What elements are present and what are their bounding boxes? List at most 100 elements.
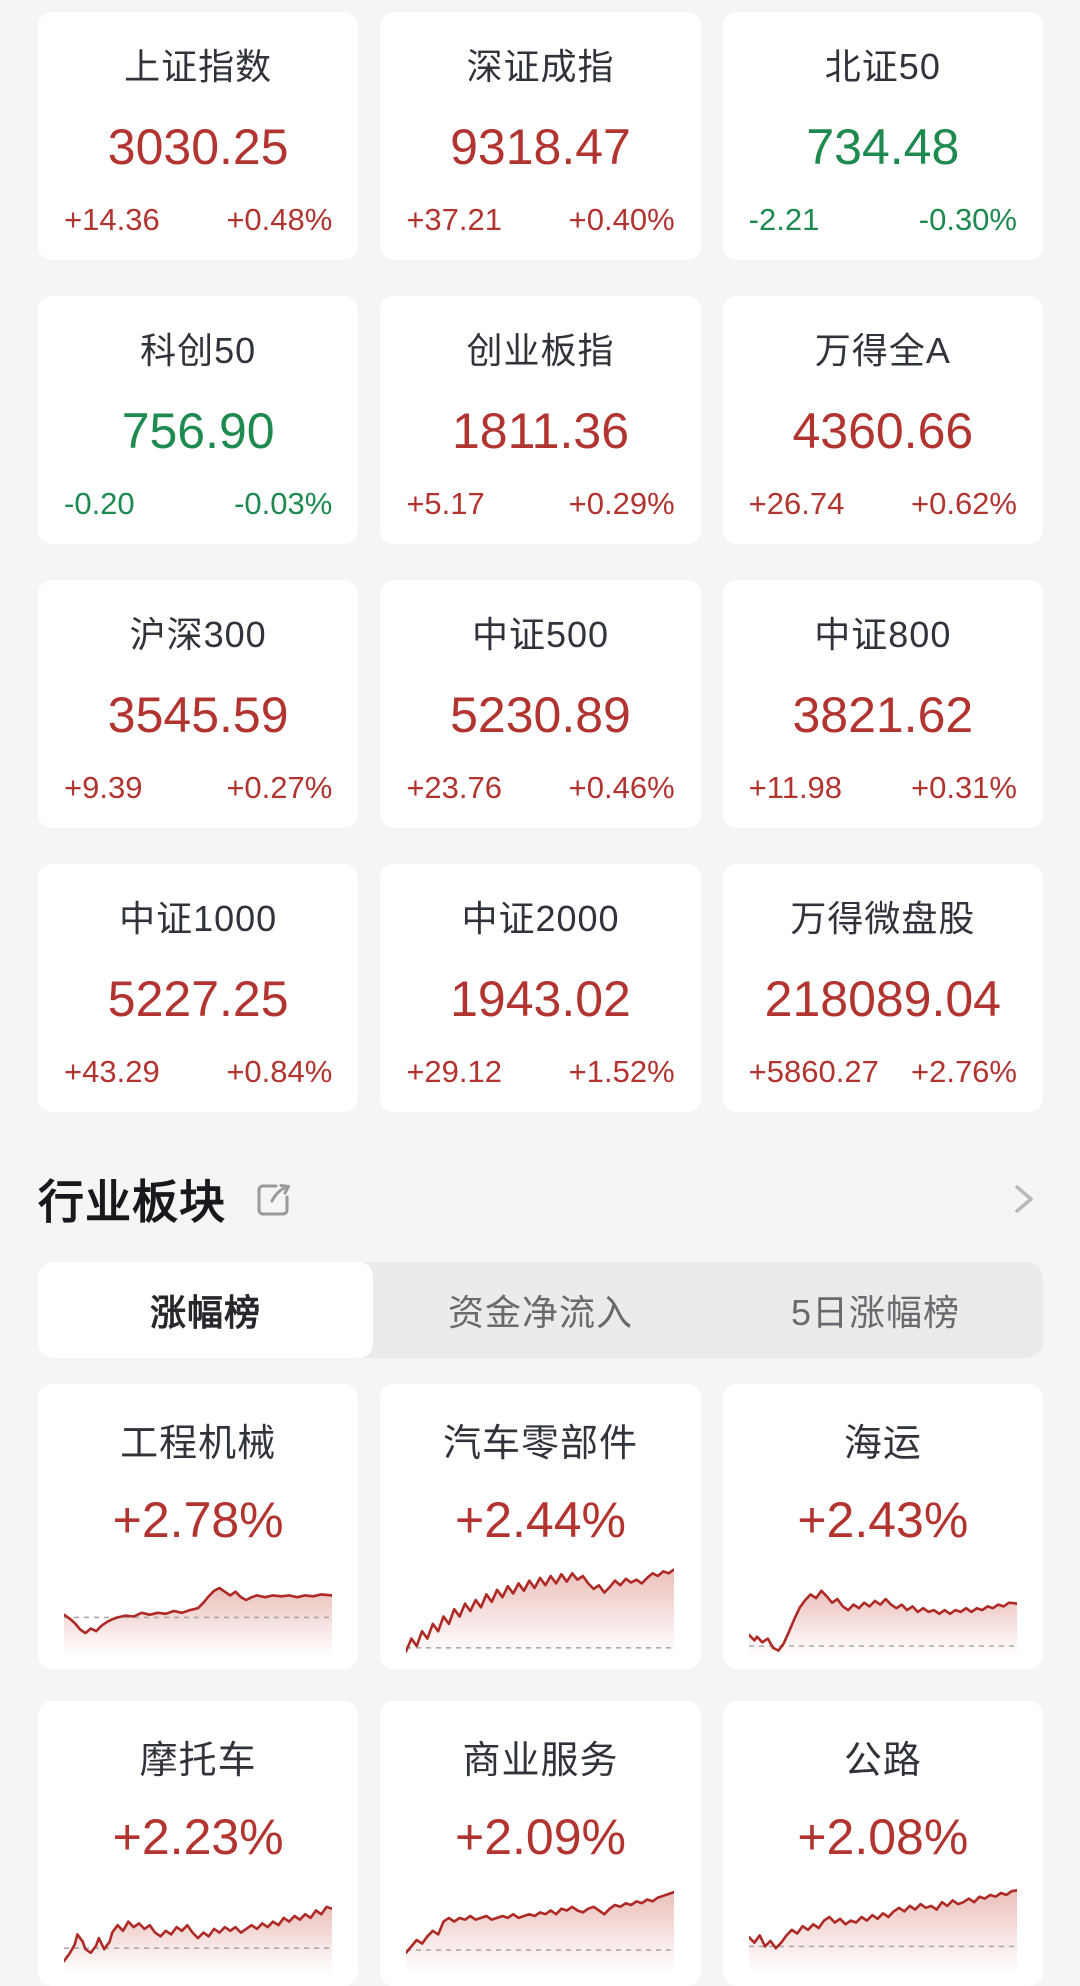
index-card[interactable]: 中证500 5230.89 +23.76 +0.46%	[380, 580, 701, 828]
index-card[interactable]: 中证2000 1943.02 +29.12 +1.52%	[380, 864, 701, 1112]
index-change-pct: +0.40%	[568, 202, 675, 237]
sector-mini-chart	[748, 1565, 1017, 1657]
sector-section-header: 行业板块	[38, 1164, 1043, 1234]
index-name: 上证指数	[124, 46, 273, 87]
index-card[interactable]: 创业板指 1811.36 +5.17 +0.29%	[380, 296, 701, 544]
index-name: 中证2000	[461, 898, 620, 939]
index-change: +5860.27	[748, 1054, 879, 1089]
tab-5day-gainers[interactable]: 5日涨幅榜	[790, 1292, 961, 1333]
sector-change-pct: +2.44%	[455, 1492, 626, 1548]
tab-net-inflow[interactable]: 资金净流入	[447, 1292, 633, 1333]
index-name: 创业板指	[466, 330, 615, 371]
index-change-row: +37.21 +0.40%	[406, 202, 674, 238]
index-name: 中证800	[814, 614, 952, 655]
index-change: -2.21	[748, 202, 820, 237]
index-change-row: +9.39 +0.27%	[64, 770, 332, 806]
sector-mini-chart	[406, 1882, 675, 1974]
index-change-pct: +0.48%	[226, 202, 333, 237]
index-change-pct: -0.30%	[918, 202, 1017, 237]
index-card[interactable]: 万得微盘股 218089.04 +5860.27 +2.76%	[722, 864, 1043, 1112]
sector-mini-chart	[64, 1882, 333, 1974]
index-change: +37.21	[406, 202, 503, 237]
index-change-row: +5.17 +0.29%	[406, 486, 674, 522]
index-change-row: -2.21 -0.30%	[749, 202, 1017, 238]
index-value: 734.48	[806, 119, 960, 175]
index-card[interactable]: 科创50 756.90 -0.20 -0.03%	[38, 296, 359, 544]
index-value: 9318.47	[450, 119, 631, 175]
index-change: +9.39	[64, 770, 143, 805]
index-change-row: +14.36 +0.48%	[64, 202, 332, 238]
index-change: +5.17	[406, 486, 485, 521]
index-change: +23.76	[406, 770, 503, 805]
index-change: +43.29	[64, 1054, 160, 1089]
index-change-row: +26.74 +0.62%	[749, 486, 1017, 522]
index-name: 深证成指	[466, 46, 615, 87]
sector-mini-chart	[64, 1565, 333, 1657]
index-value: 3030.25	[107, 119, 289, 175]
index-change-pct: -0.03%	[234, 486, 333, 521]
index-card[interactable]: 万得全A 4360.66 +26.74 +0.62%	[722, 296, 1043, 544]
index-name: 科创50	[140, 330, 257, 371]
index-name: 北证50	[824, 46, 941, 87]
sector-change-pct: +2.78%	[112, 1492, 284, 1548]
sector-card[interactable]: 商业服务 +2.09%	[380, 1701, 701, 1986]
index-value: 756.90	[121, 403, 275, 459]
sector-change-pct: +2.43%	[797, 1492, 969, 1548]
tab-gainers[interactable]: 涨幅榜	[38, 1262, 373, 1358]
index-change-row: +23.76 +0.46%	[406, 770, 674, 806]
index-card[interactable]: 沪深300 3545.59 +9.39 +0.27%	[38, 580, 359, 828]
sector-change-pct: +2.23%	[112, 1809, 284, 1865]
index-change: +26.74	[748, 486, 845, 521]
index-change-row: +11.98 +0.31%	[749, 770, 1017, 806]
index-card-grid: 上证指数 3030.25 +14.36 +0.48% 深证成指 9318.47 …	[38, 12, 1043, 1112]
share-icon[interactable]	[252, 1177, 296, 1221]
index-card[interactable]: 北证50 734.48 -2.21 -0.30%	[722, 12, 1043, 260]
index-change-pct: +0.46%	[568, 770, 675, 805]
index-change: +11.98	[748, 770, 843, 805]
index-name: 万得全A	[814, 330, 951, 371]
sector-name: 摩托车	[139, 1740, 257, 1782]
index-change: +29.12	[406, 1054, 503, 1089]
index-change-pct: +0.84%	[226, 1054, 333, 1089]
index-value: 4360.66	[792, 403, 974, 459]
index-change-row: +29.12 +1.52%	[406, 1054, 674, 1090]
sector-card-grid: 工程机械 +2.78% 汽车零部件 +2.44% 海运 +2.43% 摩托车 +…	[38, 1384, 1043, 1986]
index-value: 1943.02	[450, 971, 631, 1027]
sector-card[interactable]: 公路 +2.08%	[722, 1701, 1043, 1986]
sector-card[interactable]: 汽车零部件 +2.44%	[380, 1384, 701, 1669]
sector-name: 公路	[843, 1740, 922, 1782]
sector-name: 工程机械	[120, 1423, 277, 1465]
index-change-row: +43.29 +0.84%	[64, 1054, 332, 1090]
index-card[interactable]: 上证指数 3030.25 +14.36 +0.48%	[38, 12, 359, 260]
sector-change-pct: +2.09%	[455, 1809, 626, 1865]
index-card[interactable]: 深证成指 9318.47 +37.21 +0.40%	[380, 12, 701, 260]
sector-card[interactable]: 工程机械 +2.78%	[38, 1384, 359, 1669]
index-name: 中证500	[471, 614, 610, 655]
index-change-pct: +0.31%	[910, 770, 1017, 805]
sector-change-pct: +2.08%	[797, 1809, 969, 1865]
index-value: 3821.62	[792, 687, 974, 743]
sector-card[interactable]: 海运 +2.43%	[722, 1384, 1043, 1669]
index-change-pct: +0.62%	[910, 486, 1017, 521]
index-value: 1811.36	[451, 403, 629, 459]
index-change-pct: +1.52%	[568, 1054, 675, 1089]
sector-name: 海运	[843, 1423, 922, 1465]
sector-tabbar: 涨幅榜 资金净流入 5日涨幅榜	[38, 1262, 1043, 1358]
sector-card[interactable]: 摩托车 +2.23%	[38, 1701, 359, 1986]
index-name: 中证1000	[119, 898, 278, 939]
index-change: +14.36	[64, 202, 160, 237]
index-card[interactable]: 中证800 3821.62 +11.98 +0.31%	[722, 580, 1043, 828]
sector-name: 汽车零部件	[442, 1423, 638, 1465]
index-name: 万得微盘股	[790, 898, 976, 939]
index-value: 5227.25	[107, 971, 289, 1027]
index-change-row: -0.20 -0.03%	[64, 486, 332, 522]
index-value: 3545.59	[107, 687, 289, 743]
chevron-right-icon[interactable]	[1003, 1179, 1043, 1219]
index-change-pct: +0.27%	[226, 770, 333, 805]
index-card[interactable]: 中证1000 5227.25 +43.29 +0.84%	[38, 864, 359, 1112]
index-change-pct: +0.29%	[568, 486, 675, 521]
index-value: 218089.04	[764, 971, 1001, 1027]
sector-mini-chart	[748, 1882, 1017, 1974]
index-change-pct: +2.76%	[910, 1054, 1017, 1089]
